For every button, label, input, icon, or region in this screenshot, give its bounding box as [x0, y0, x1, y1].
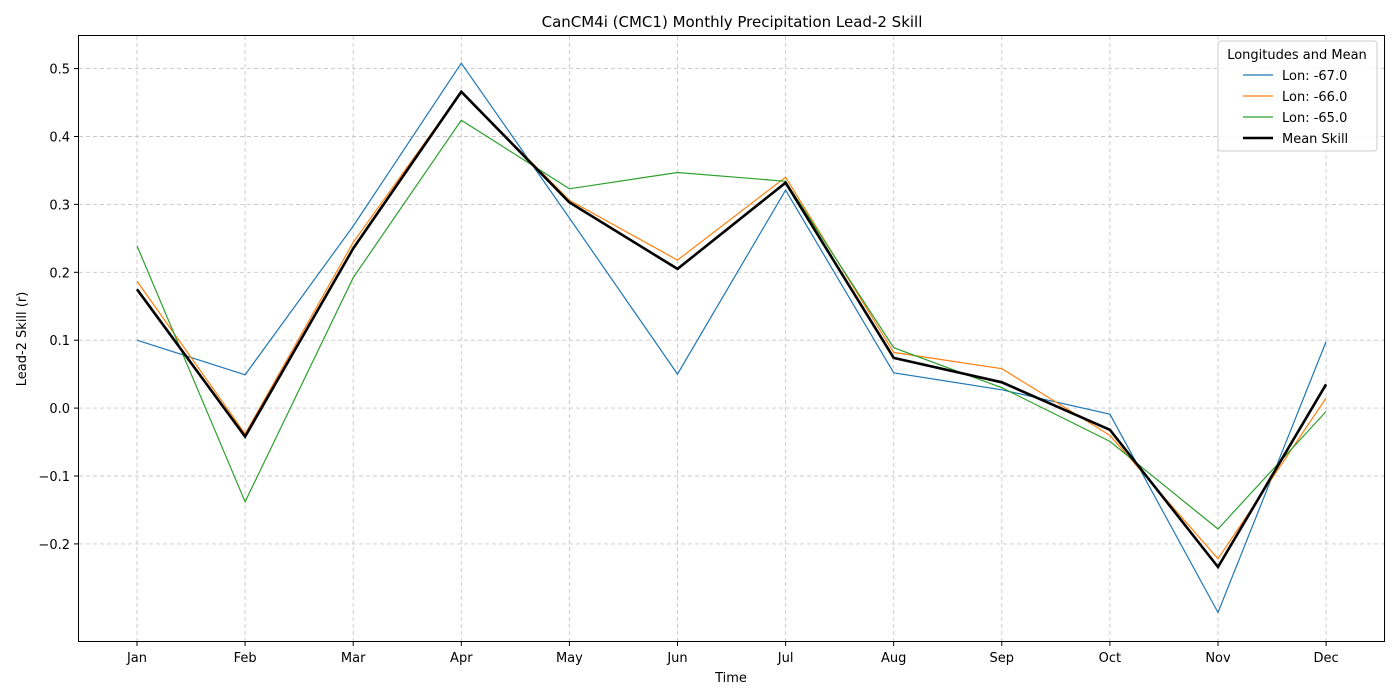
- x-tick-label: Apr: [450, 651, 473, 666]
- y-axis-label: Lead-2 Skill (r): [15, 292, 30, 387]
- x-tick-label: Jun: [666, 651, 687, 666]
- y-tick-label: −0.1: [38, 470, 70, 485]
- legend-box: [1217, 40, 1378, 152]
- x-tick-label: Dec: [1314, 651, 1339, 666]
- x-tick-label: Feb: [234, 651, 257, 666]
- legend-title: Longitudes and Mean: [1227, 48, 1367, 63]
- series-lines: [135, 62, 1328, 614]
- y-tick-label: 0.0: [49, 402, 70, 417]
- series-line-0: [136, 62, 1327, 614]
- x-axis-label: Time: [714, 671, 747, 686]
- legend-label: Mean Skill: [1282, 132, 1348, 147]
- legend: Longitudes and Mean Lon: -67.0 Lon: -66.0…: [1217, 40, 1378, 152]
- y-tick-label: 0.1: [49, 334, 70, 349]
- series-line-1: [136, 90, 1327, 560]
- y-tick-label: 0.5: [49, 63, 70, 78]
- y-tick-label: 0.3: [49, 198, 70, 213]
- grid-lines: [79, 36, 1384, 641]
- legend-items: Lon: -67.0 Lon: -66.0 Lon: -65.0 Mean Skill: [1243, 69, 1348, 147]
- x-tick-label: Sep: [990, 651, 1015, 666]
- x-tick-label: Nov: [1205, 651, 1231, 666]
- y-tick-label: −0.2: [38, 538, 70, 553]
- x-tick-label: Oct: [1099, 651, 1121, 666]
- series-line-3: [135, 89, 1328, 570]
- x-tick-label: Mar: [341, 651, 366, 666]
- x-tick-label: Jul: [777, 651, 794, 666]
- x-tick-label: Aug: [881, 651, 906, 666]
- plot-frame: [78, 35, 1385, 642]
- x-tick-label: Jan: [126, 651, 147, 666]
- legend-label: Lon: -67.0: [1282, 69, 1347, 84]
- x-axis: Jan Feb Mar Apr May Jun Jul Aug Sep Oct Nov Dec: [126, 641, 1339, 666]
- y-tick-label: 0.2: [49, 266, 70, 281]
- x-tick-label: May: [556, 651, 583, 666]
- y-axis: 0.5 0.4 0.3 0.2 0.1 0.0 −0.1 −0.2: [38, 63, 79, 553]
- y-tick-label: 0.4: [49, 130, 70, 145]
- chart-title: CanCM4i (CMC1) Monthly Precipitation Lea…: [542, 13, 923, 31]
- series-line-2: [136, 119, 1327, 530]
- legend-label: Lon: -66.0: [1282, 90, 1347, 105]
- legend-label: Lon: -65.0: [1282, 111, 1347, 126]
